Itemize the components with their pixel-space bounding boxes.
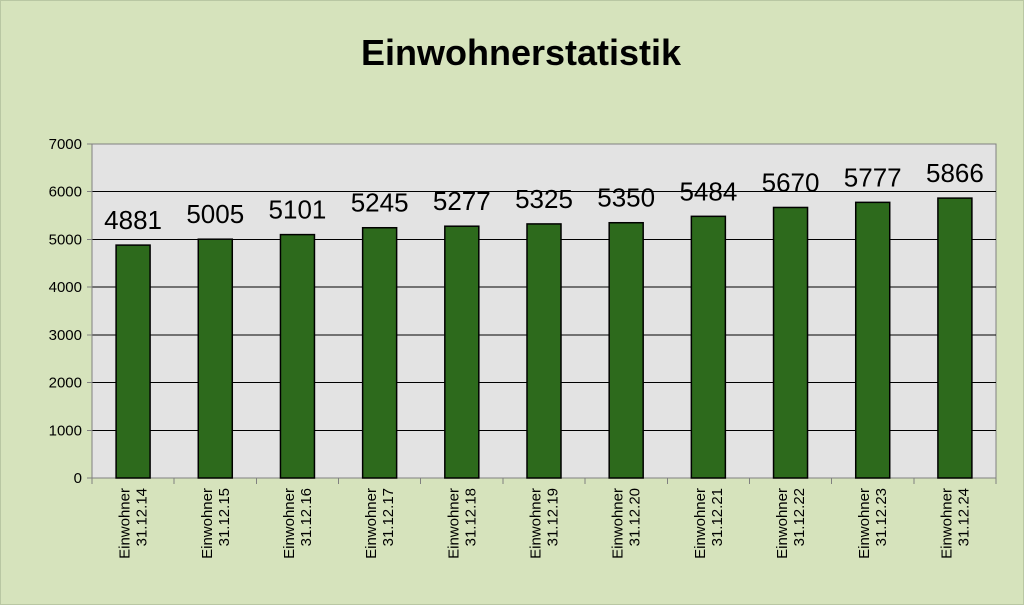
data-label: 5866 [926, 158, 984, 188]
x-tick-label-line: Einwohner [774, 488, 791, 559]
x-tick-label: Einwohner 31.12.24 [938, 488, 972, 559]
x-tick-label-line: Einwohner [692, 488, 709, 559]
bar [526, 223, 562, 479]
x-tick-label: Einwohner 31.12.19 [528, 488, 562, 559]
x-tick-label-line: 31.12.15 [216, 488, 233, 546]
x-tick-label: Einwohner 31.12.16 [281, 488, 315, 559]
bar [115, 244, 151, 479]
x-tick-label-line: Einwohner [199, 488, 216, 559]
x-tick-label-line: Einwohner [363, 488, 380, 559]
x-tick-label: Einwohner 31.12.21 [692, 488, 726, 559]
y-tick-label: 5000 [49, 231, 82, 248]
x-tick-label: Einwohner 31.12.15 [199, 488, 233, 559]
data-label: 5484 [679, 176, 737, 206]
data-label: 5245 [351, 188, 409, 218]
y-tick-label: 3000 [49, 327, 82, 344]
y-tick-label: 6000 [49, 184, 82, 201]
x-tick-label-line: 31.12.17 [380, 488, 397, 546]
chart-title: Einwohnerstatistik [361, 32, 682, 73]
y-tick-label: 1000 [49, 422, 82, 439]
y-tick-label: 7000 [49, 136, 82, 153]
x-tick-label: Einwohner 31.12.17 [363, 488, 397, 559]
x-tick-label-line: 31.12.20 [627, 488, 644, 546]
data-label: 4881 [104, 205, 162, 235]
bar [279, 233, 316, 479]
data-label: 5101 [269, 195, 327, 225]
x-tick-label-line: 31.12.14 [134, 488, 151, 546]
bar [608, 221, 644, 479]
x-tick-label: Einwohner 31.12.23 [856, 488, 890, 559]
x-tick-label-line: Einwohner [281, 488, 298, 559]
x-tick-label-line: Einwohner [610, 488, 627, 559]
x-tick-label-line: 31.12.21 [709, 488, 726, 546]
bar [854, 201, 891, 479]
data-label: 5777 [844, 162, 902, 192]
x-tick-label-line: Einwohner [856, 488, 873, 559]
x-tick-label: Einwohner 31.12.22 [774, 488, 808, 559]
x-tick-label: Einwohner 31.12.20 [610, 488, 644, 559]
bar [937, 197, 973, 479]
x-tick-label-line: 31.12.24 [955, 488, 972, 546]
data-label: 5350 [597, 183, 655, 213]
data-label: 5670 [762, 167, 820, 197]
y-tick-label: 0 [74, 470, 82, 487]
x-tick-label-line: Einwohner [445, 488, 462, 559]
plot-area: 0 1000 2000 3000 4000 5000 6000 7000 4881 Einwohn… [49, 136, 997, 559]
y-tick-label: 2000 [49, 375, 82, 392]
data-label: 5277 [433, 186, 491, 216]
bar [197, 238, 234, 479]
x-tick-label: Einwohner 31.12.18 [445, 488, 479, 559]
data-label: 5005 [186, 199, 244, 229]
x-tick-label-line: 31.12.18 [462, 488, 479, 546]
bar [690, 215, 727, 479]
x-tick-label-line: 31.12.16 [298, 488, 315, 546]
bar [772, 206, 809, 479]
x-tick-label-line: Einwohner [938, 488, 955, 559]
bar [444, 225, 480, 479]
x-tick-label-line: Einwohner [528, 488, 545, 559]
x-tick-label-line: 31.12.23 [873, 488, 890, 546]
data-label: 5325 [515, 184, 573, 214]
x-tick-label-line: 31.12.19 [545, 488, 562, 546]
x-tick-label-line: Einwohner [117, 488, 134, 559]
x-tick-label: Einwohner 31.12.14 [117, 488, 151, 559]
x-tick-label-line: 31.12.22 [791, 488, 808, 546]
y-tick-label: 4000 [49, 279, 82, 296]
bar [361, 226, 398, 479]
